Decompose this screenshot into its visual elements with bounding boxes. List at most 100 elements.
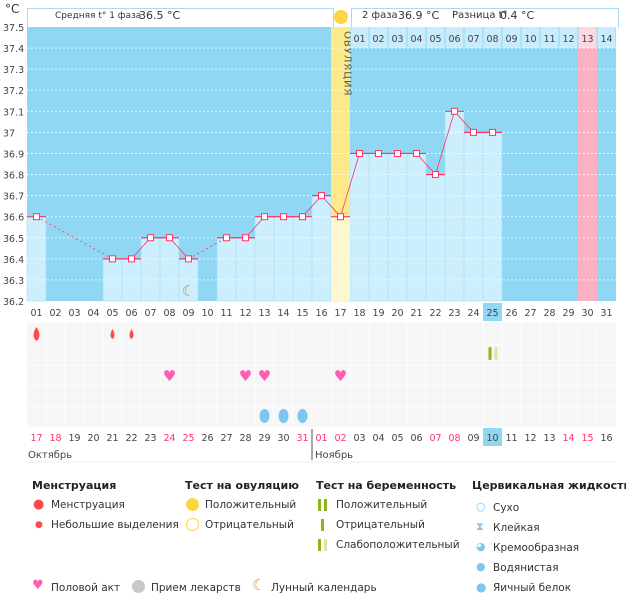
temperature-point bbox=[413, 149, 420, 157]
temperature-point bbox=[356, 149, 363, 157]
temperature-bar bbox=[311, 195, 332, 302]
next-cycle-cell bbox=[369, 27, 388, 48]
current-day-highlight bbox=[483, 303, 502, 321]
date-label: 31 bbox=[296, 433, 308, 444]
date-label: 28 bbox=[239, 433, 251, 444]
temperature-line-segment bbox=[188, 237, 227, 260]
legend-item: Половой акт bbox=[51, 582, 121, 594]
date-label: 13 bbox=[543, 433, 555, 444]
x-tick-label: 13 bbox=[258, 308, 270, 319]
legend-cervical-title: Цервикальная жидкость bbox=[472, 479, 626, 492]
egg-white-icon bbox=[259, 409, 270, 423]
temperature-point bbox=[109, 255, 116, 263]
heart-icon: ♥ bbox=[334, 367, 347, 385]
legend-item: Отрицательный bbox=[205, 519, 294, 531]
heart-icon: ♥ bbox=[163, 367, 176, 385]
temperature-bar bbox=[387, 153, 408, 302]
temperature-bar bbox=[444, 111, 465, 302]
temperature-bar bbox=[235, 237, 256, 302]
y-tick-label: 37.1 bbox=[3, 107, 24, 118]
next-cycle-day: 13 bbox=[581, 34, 593, 45]
pregnancy-test-icon bbox=[488, 347, 492, 360]
x-tick-label: 22 bbox=[429, 308, 441, 319]
x-tick-label: 19 bbox=[372, 308, 384, 319]
legend-item: Прием лекарств bbox=[151, 582, 241, 594]
date-label: 19 bbox=[68, 433, 80, 444]
date-label: 18 bbox=[49, 433, 61, 444]
temperature-line-segment bbox=[416, 153, 436, 175]
x-tick-label: 16 bbox=[315, 308, 327, 319]
legend-item: Небольшие выделения bbox=[51, 519, 179, 531]
temperature-point bbox=[33, 213, 40, 221]
temperature-point bbox=[242, 234, 249, 242]
legend-item: Менструация bbox=[51, 499, 125, 511]
temperature-chart: ОВУЛЯЦИЯ 01 02 03 04 05 06 07 08 09 10 11 12 13 1437.5… bbox=[3, 23, 616, 463]
temperature-line-segment bbox=[321, 195, 341, 217]
x-tick-label: 12 bbox=[239, 308, 251, 319]
next-cycle-day: 02 bbox=[372, 34, 384, 45]
y-tick-label: 37.4 bbox=[3, 44, 24, 55]
phase1-box bbox=[27, 8, 334, 28]
date-label: 29 bbox=[258, 433, 270, 444]
phase2-label: 2 фаза bbox=[362, 10, 398, 21]
next-cycle-day: 09 bbox=[505, 34, 517, 45]
next-cycle-cell bbox=[350, 27, 369, 48]
date-label: 10 bbox=[486, 433, 498, 444]
temperature-point bbox=[128, 255, 135, 263]
date-label: 21 bbox=[106, 433, 118, 444]
x-tick-label: 31 bbox=[600, 308, 612, 319]
x-tick-label: 07 bbox=[144, 308, 156, 319]
legend-item: Клейкая bbox=[493, 522, 540, 534]
y-tick-label: 36.3 bbox=[3, 276, 24, 287]
date-label: 12 bbox=[524, 433, 536, 444]
x-tick-label: 14 bbox=[277, 308, 289, 319]
watery-icon: ● bbox=[476, 560, 486, 573]
next-cycle-day: 07 bbox=[467, 34, 479, 45]
phase1-value: 36.5 °C bbox=[139, 9, 181, 22]
legend-pregnancy-title: Тест на беременность bbox=[316, 479, 457, 492]
date-label: 04 bbox=[372, 433, 384, 444]
date-label: 14 bbox=[562, 433, 574, 444]
x-tick-label: 24 bbox=[467, 308, 479, 319]
temperature-line-segment bbox=[435, 111, 455, 175]
next-cycle-day: 08 bbox=[486, 34, 498, 45]
date-label: 24 bbox=[163, 433, 175, 444]
y-tick-label: 37 bbox=[3, 128, 15, 139]
creamy-icon: ◕ bbox=[476, 540, 486, 553]
phase2-box bbox=[351, 8, 619, 28]
y-tick-label: 37.2 bbox=[3, 86, 24, 97]
legend-item: Положительный bbox=[205, 499, 297, 511]
month-label: Ноябрь bbox=[315, 450, 353, 461]
temperature-bar bbox=[406, 153, 427, 302]
legend-item: Кремообразная bbox=[493, 542, 580, 554]
menstruation-drop-icon bbox=[33, 327, 40, 341]
temperature-point bbox=[261, 213, 268, 221]
next-cycle-cell bbox=[559, 27, 578, 48]
temperature-point bbox=[147, 234, 154, 242]
date-label: 08 bbox=[448, 433, 460, 444]
next-cycle-day: 05 bbox=[429, 34, 441, 45]
temperature-bar bbox=[159, 237, 180, 302]
next-cycle-cell bbox=[388, 27, 407, 48]
x-tick-label: 09 bbox=[182, 308, 194, 319]
temperature-point bbox=[185, 255, 192, 263]
ovulation-column bbox=[331, 27, 350, 217]
y-tick-label: 36.6 bbox=[3, 213, 24, 224]
x-tick-label: 11 bbox=[220, 308, 232, 319]
temperature-bar bbox=[368, 153, 389, 302]
x-tick-label: 05 bbox=[106, 308, 118, 319]
legend-item: Сухо bbox=[493, 502, 520, 514]
legend-item: Водянистая bbox=[493, 562, 559, 574]
temperature-point bbox=[451, 107, 458, 115]
y-tick-label: 36.8 bbox=[3, 171, 24, 182]
date-label: 01 bbox=[315, 433, 327, 444]
next-cycle-day: 12 bbox=[562, 34, 574, 45]
light-drop-icon bbox=[110, 329, 115, 339]
temperature-bar bbox=[140, 237, 161, 302]
temperature-line-segment bbox=[302, 195, 322, 217]
positive-circle-icon bbox=[186, 498, 199, 511]
next-cycle-cell bbox=[483, 27, 502, 48]
next-cycle-cell bbox=[540, 27, 559, 48]
next-cycle-day: 11 bbox=[543, 34, 555, 45]
temperature-line-segment bbox=[131, 237, 151, 260]
